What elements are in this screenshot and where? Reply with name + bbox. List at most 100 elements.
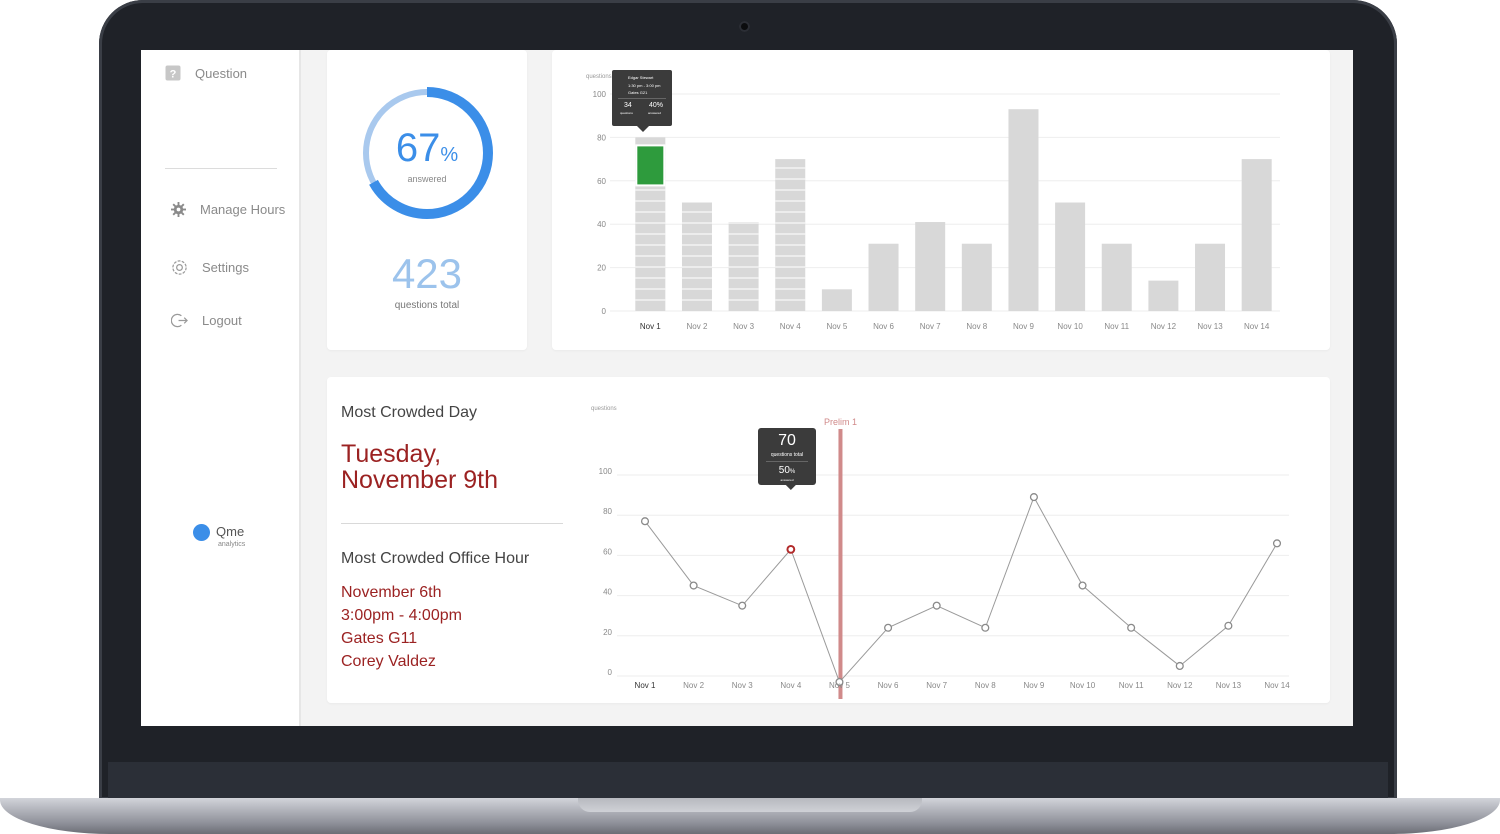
x-tick-label: Nov 8: [975, 681, 996, 690]
data-point: [981, 623, 990, 632]
x-tick-label: Nov 11: [1119, 681, 1144, 690]
sidebar-divider: [165, 168, 277, 169]
x-tick-label: Nov 8: [966, 322, 987, 331]
y-tick-label: 100: [593, 90, 607, 99]
tooltip-pointer: [785, 485, 796, 490]
tooltip-answered: 50%: [778, 465, 796, 476]
tooltip-time: 1:30 pm - 3:00 pm: [628, 83, 661, 88]
office-hour-time: 3:00pm - 4:00pm: [341, 607, 462, 624]
sidebar-item-label: Logout: [202, 313, 242, 328]
x-tick-label: Nov 7: [926, 681, 947, 690]
y-axis-label: questions: [591, 406, 617, 412]
tooltip-questions-label: questions: [620, 111, 633, 115]
tooltip-answered-label: answered: [648, 111, 662, 115]
camera-dot: [739, 21, 750, 32]
data-point: [884, 623, 893, 632]
sidebar-item-manage-hours[interactable]: Manage Hours: [171, 202, 285, 217]
data-point: [1127, 623, 1136, 632]
data-point: [932, 601, 941, 610]
percent-label: answered: [407, 174, 447, 184]
tooltip-location: Gates G21: [628, 90, 648, 95]
bar-chart-card: questions 0 20 40 60 80 100 Nov 1 Nov 2 Nov 3 Nov …: [552, 50, 1330, 350]
bar: [1241, 159, 1272, 311]
logo-subtitle: analytics: [218, 541, 246, 548]
bar: [868, 243, 899, 311]
x-tick-label: Nov 4: [780, 322, 801, 331]
bar: [1055, 202, 1086, 311]
y-tick-label: 40: [597, 220, 606, 229]
series-line: [644, 495, 1278, 683]
tooltip-person: Edgar Stewart: [628, 75, 654, 80]
x-tick-label: Nov 9: [1023, 681, 1044, 690]
data-point: [738, 601, 747, 610]
y-tick-label: 60: [597, 177, 606, 186]
y-tick-label: 20: [597, 264, 606, 273]
bar: [821, 289, 852, 311]
prelim-marker: [838, 429, 843, 699]
tooltip-questions: 34: [624, 102, 632, 109]
line-tooltip: 70 questions total 50% answered: [758, 428, 816, 485]
bar-highlight-segment: [635, 144, 666, 187]
data-point: [1224, 621, 1233, 630]
question-icon: ?: [165, 65, 181, 81]
x-tick-label: Nov 14: [1244, 322, 1270, 331]
sidebar-item-question[interactable]: ? Question: [165, 65, 247, 81]
sidebar-item-settings[interactable]: Settings: [171, 259, 249, 276]
tooltip-total-label: questions total: [770, 452, 804, 458]
x-tick-label: Nov 13: [1216, 681, 1242, 690]
office-hour-location: Gates G11: [341, 630, 418, 647]
x-tick-label: Nov 6: [873, 322, 894, 331]
x-tick-label: Nov 7: [920, 322, 941, 331]
data-point: [1029, 493, 1038, 502]
tooltip-divider: [618, 98, 666, 99]
sidebar: ? Question Manage Hours: [141, 50, 301, 726]
progress-ring-arc: [361, 87, 493, 219]
app-screen: ? Question Manage Hours: [141, 50, 1353, 726]
line-chart: questions 0 20 40 60 80 100 Prelim 1 Nov 1 Nov 2 N…: [591, 406, 1290, 699]
y-axis-label: questions: [586, 74, 612, 80]
most-crowded-hour-title: Most Crowded Office Hour: [341, 550, 530, 567]
x-tick-label: Nov 12: [1151, 322, 1177, 331]
tooltip-answered: 40%: [649, 102, 664, 109]
office-hour-date: November 6th: [341, 584, 442, 601]
data-point: [689, 581, 698, 590]
x-tick-label: Nov 5: [826, 322, 847, 331]
bar: [775, 159, 806, 311]
crowded-card: Most Crowded Day Tuesday, November 9th M…: [327, 377, 1330, 703]
bar: [1148, 280, 1179, 311]
y-tick-label: 60: [603, 547, 612, 556]
data-point: [640, 517, 650, 526]
office-hour-person: Corey Valdez: [341, 653, 436, 670]
data-point: [786, 544, 796, 554]
most-crowded-day-value: Tuesday, November 9th: [341, 440, 499, 494]
questions-total: 423: [391, 250, 463, 297]
x-tick-label: Nov 2: [683, 681, 704, 690]
y-tick-label: 20: [603, 628, 612, 637]
x-tick-label: Nov 6: [878, 681, 899, 690]
gear-icon: [171, 202, 186, 217]
x-tick-label: Nov 2: [687, 322, 708, 331]
x-tick-label: Nov 9: [1013, 322, 1034, 331]
bar: [1195, 243, 1226, 311]
questions-total-label: questions total: [394, 300, 460, 311]
bar-chart: questions 0 20 40 60 80 100 Nov 1 Nov 2 Nov 3 Nov …: [586, 74, 1280, 331]
laptop-notch: [578, 798, 922, 812]
x-tick-label: Nov 1: [635, 681, 656, 690]
y-tick-label: 100: [599, 467, 613, 476]
x-tick-label: Nov 1: [640, 322, 661, 331]
bar-tooltip: Edgar Stewart 1:30 pm - 3:00 pm Gates G2…: [612, 70, 672, 126]
sidebar-item-logout[interactable]: Logout: [171, 312, 242, 329]
logo-dot-icon: [193, 524, 210, 541]
logout-icon: [171, 313, 188, 328]
data-point: [1175, 661, 1184, 671]
x-tick-label: Nov 11: [1104, 322, 1129, 331]
data-point: [1078, 581, 1087, 590]
sidebar-item-label: Settings: [202, 260, 249, 275]
bar: [961, 243, 992, 311]
y-tick-label: 0: [602, 307, 607, 316]
x-tick-label: Nov 10: [1070, 681, 1096, 690]
sidebar-item-label: Question: [195, 65, 248, 81]
settings-icon: [172, 260, 187, 275]
x-tick-label: Nov 3: [733, 322, 754, 331]
sidebar-item-label: Manage Hours: [200, 202, 286, 217]
